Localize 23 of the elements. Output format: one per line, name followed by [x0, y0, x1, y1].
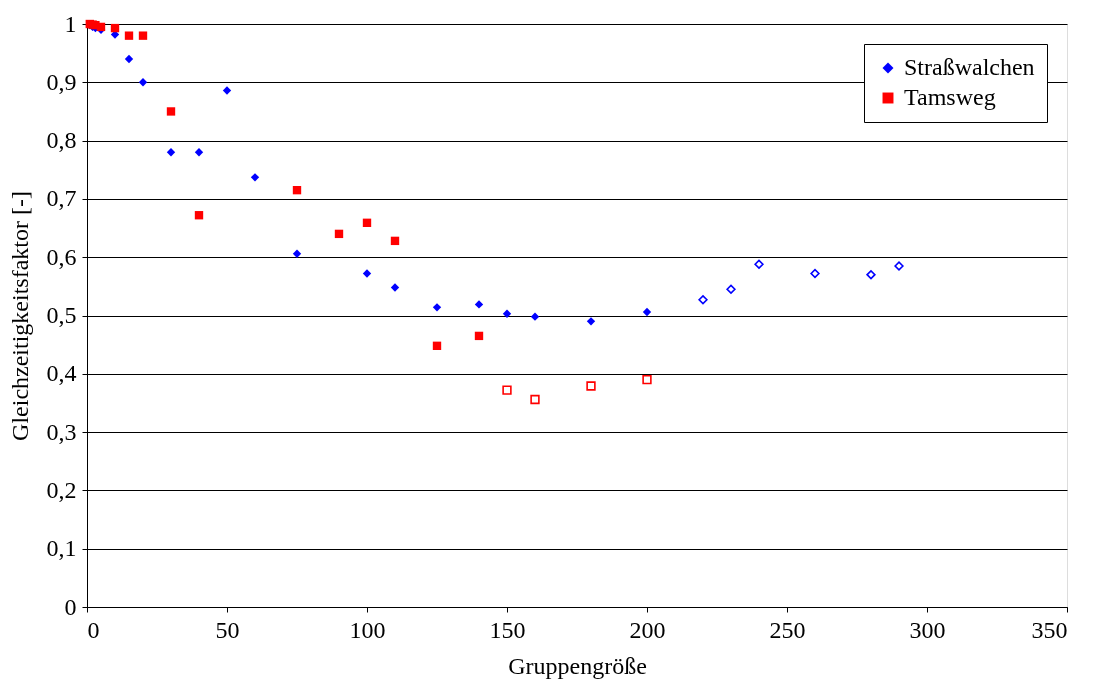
x-tick-label: 100 — [349, 616, 386, 643]
y-tick-label: 0,2 — [46, 476, 77, 503]
y-tick-label: 1 — [64, 10, 77, 37]
y-tick-label: 0,7 — [46, 185, 77, 212]
y-tick-label: 0 — [64, 593, 77, 620]
x-tick-label: 50 — [215, 616, 240, 643]
x-axis-title: Gruppengröße — [508, 652, 647, 679]
y-tick-label: 0,1 — [46, 535, 77, 562]
x-tick-label: 150 — [489, 616, 526, 643]
x-tick-label: 250 — [769, 616, 806, 643]
x-tick-label: 300 — [909, 616, 946, 643]
x-tick-label: 350 — [1031, 616, 1068, 643]
y-tick-label: 0,5 — [46, 302, 77, 328]
y-tick-label: 0,4 — [46, 360, 77, 387]
y-tick-label: 0,9 — [46, 68, 77, 95]
y-tick-label: 0,3 — [46, 418, 77, 445]
y-tick-label: 0,8 — [46, 127, 77, 154]
y-axis-title: Gleichzeitigkeitsfaktor [-] — [6, 191, 33, 441]
legend-label: Tamsweg — [904, 84, 996, 110]
x-tick-label: 200 — [629, 616, 666, 643]
legend-label: Straßwalchen — [904, 54, 1035, 80]
y-tick-label: 0,6 — [46, 243, 77, 270]
x-tick-label: 0 — [87, 616, 100, 643]
